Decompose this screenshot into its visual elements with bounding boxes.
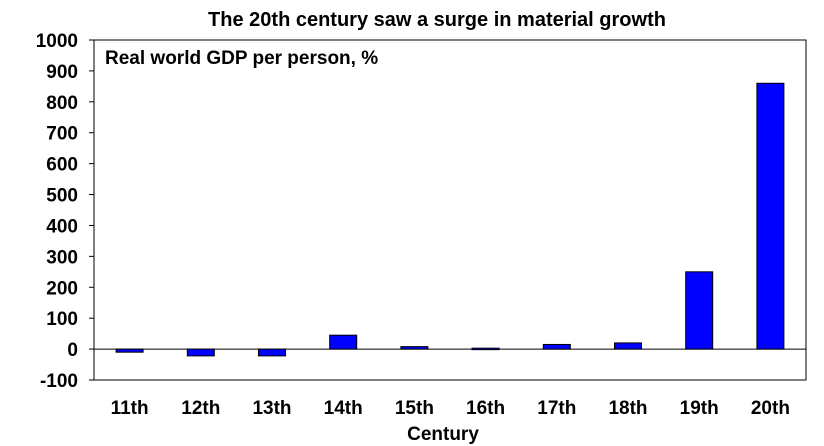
bar-18th [614,342,642,350]
bar-11th [115,348,144,353]
bar-14th [329,334,358,350]
x-tick-label: 18th [608,398,647,419]
chart-title: The 20th century saw a surge in material… [208,9,666,31]
x-tick-label: 15th [395,398,434,419]
y-tick-label: 200 [46,278,78,299]
x-axis: 11th 12th 13th 14th 15th 16th 17th 18th 19th 20th [111,398,790,419]
x-tick-label: 12th [181,398,220,419]
y-tick-label: -100 [40,371,78,392]
y-tick-label: 0 [67,340,78,361]
x-axis-title: Century [407,424,479,445]
x-tick-label: 17th [537,398,576,419]
chart-subtitle: Real world GDP per person, % [105,48,378,69]
y-tick-label: 800 [46,93,78,114]
x-tick-label: 16th [466,398,505,419]
x-tick-label: 13th [252,398,291,419]
bar-15th [400,346,429,350]
y-tick-label: 600 [46,155,78,176]
x-tick-label: 14th [324,398,363,419]
bar-20th [756,82,785,350]
bar-16th [471,347,500,351]
y-tick-label: 1000 [36,31,78,52]
y-tick-label: 900 [46,62,78,83]
y-tick-label: 300 [46,247,78,268]
bars-group [115,82,785,357]
bar-19th [685,271,714,350]
bar-13th [258,348,286,357]
y-tick-label: 400 [46,216,78,237]
x-tick-label: 19th [680,398,719,419]
y-tick-label: 700 [46,124,78,145]
bar-17th [542,343,571,350]
y-axis: -100 0 100 200 300 400 500 600 700 800 900 1000 [36,31,94,392]
x-tick-label: 20th [751,398,790,419]
bar-12th [186,348,215,357]
y-tick-label: 100 [46,309,78,330]
x-tick-label: 11th [111,398,149,419]
y-tick-label: 500 [46,186,78,207]
